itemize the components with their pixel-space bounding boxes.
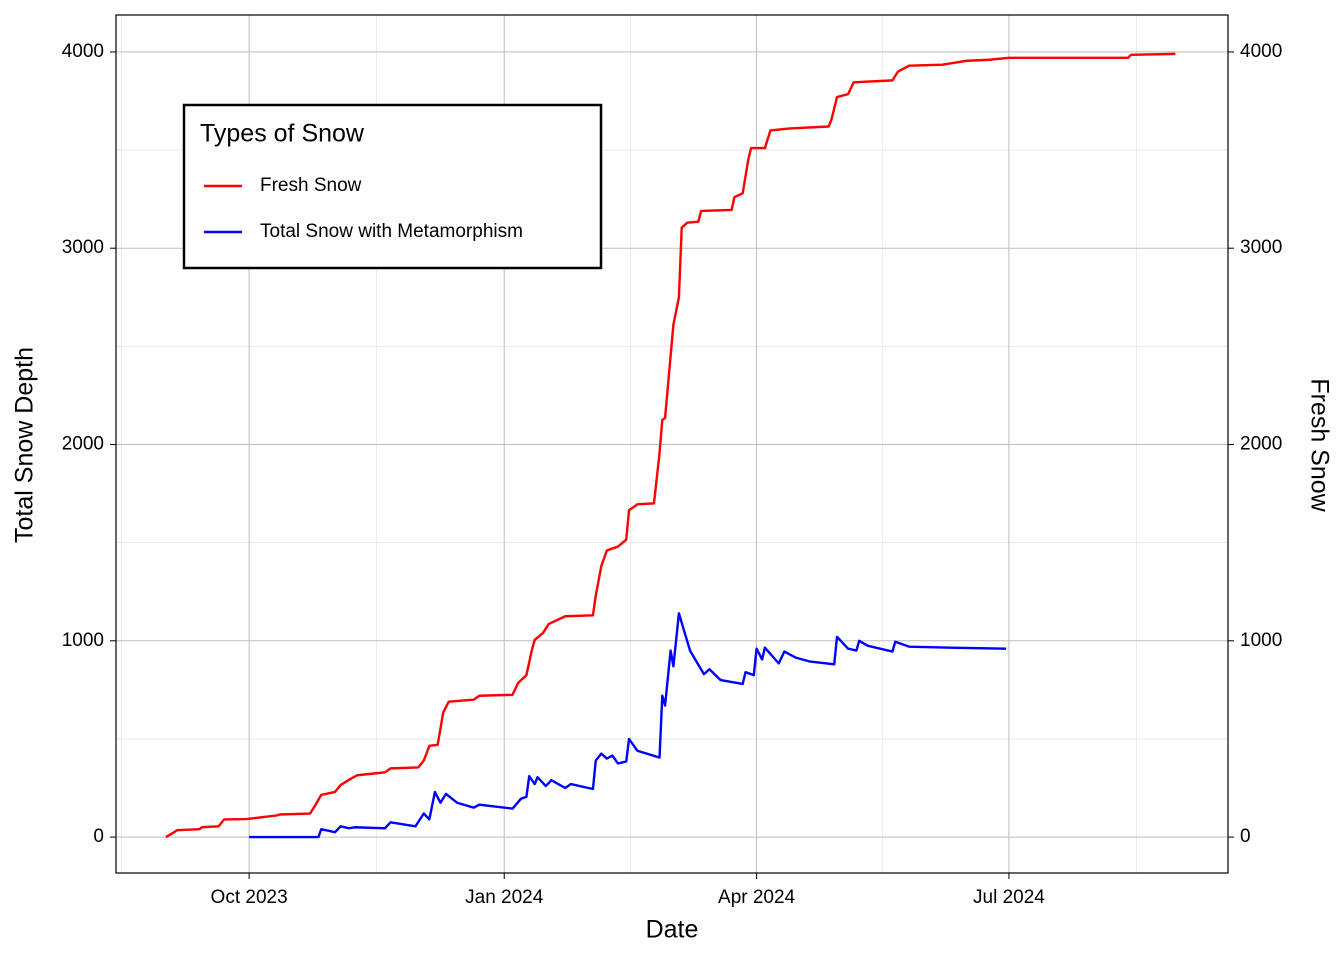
- axes: Oct 2023 Jan 2024 Apr 2024 Jul 2024 0 1000 200…: [62, 41, 1283, 908]
- legend: Types of Snow Fresh Snow Total Snow with M…: [182, 103, 603, 270]
- series-line: [249, 612, 1007, 839]
- series-line: [165, 52, 1176, 839]
- y-tick-label: 4000: [62, 41, 104, 62]
- y-tick-label: 1000: [62, 630, 104, 651]
- legend-title: Types of Snow: [200, 120, 365, 148]
- x-tick-label: Oct 2023: [211, 887, 288, 908]
- x-tick-label: Jul 2024: [973, 887, 1045, 908]
- y2-tick-label: 3000: [1240, 237, 1282, 258]
- x-tick-label: Apr 2024: [718, 887, 796, 908]
- legend-label: Fresh Snow: [260, 175, 362, 196]
- x-axis-title: Date: [646, 916, 699, 944]
- legend-box: [182, 103, 603, 270]
- lines: [165, 52, 1176, 839]
- y2-tick-label: 0: [1240, 826, 1251, 847]
- y2-tick-label: 1000: [1240, 630, 1282, 651]
- y-axis-title: Total Snow Depth: [11, 347, 39, 543]
- legend-label: Total Snow with Metamorphism: [260, 221, 523, 242]
- y2-axis-title: Fresh Snow: [1305, 378, 1333, 512]
- x-tick-label: Jan 2024: [465, 887, 544, 908]
- y2-tick-label: 2000: [1240, 434, 1282, 455]
- y-tick-label: 3000: [62, 237, 104, 258]
- y-tick-label: 2000: [62, 434, 104, 455]
- y-tick-label: 0: [93, 826, 104, 847]
- y2-tick-label: 4000: [1240, 41, 1282, 62]
